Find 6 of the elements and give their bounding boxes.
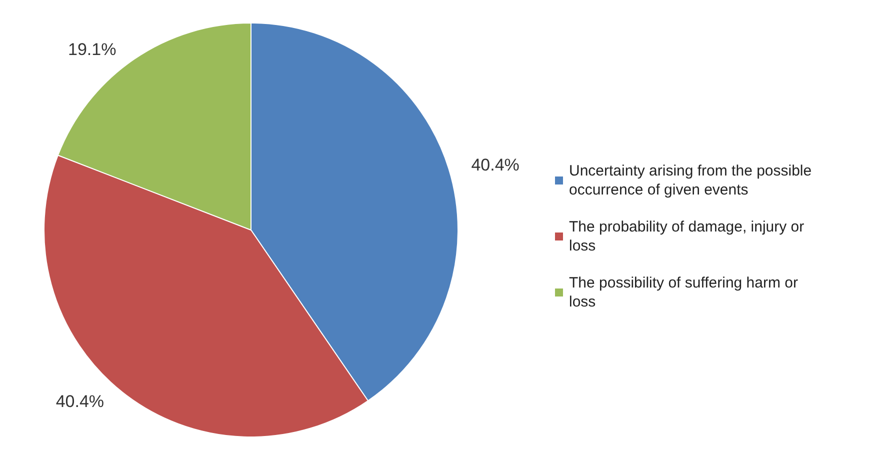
data-label: 40.4% [56, 392, 104, 412]
legend-label: The probability of damage, injury or loss [569, 218, 808, 254]
data-label: 19.1% [68, 40, 116, 59]
legend-label: The possibility of suffering harm or loss [569, 274, 802, 310]
data-label: 40.4% [471, 156, 520, 175]
legend-label: Uncertainty arising from the possible occurrence of given events [569, 162, 816, 198]
